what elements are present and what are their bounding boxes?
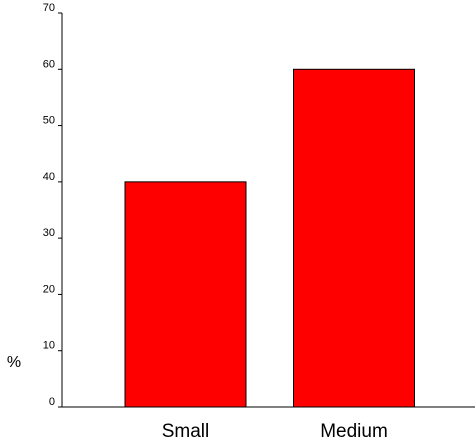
x-category-label: Small (162, 421, 210, 442)
y-tick-label: 50 (43, 115, 55, 127)
y-tick-label: 20 (43, 283, 55, 295)
y-tick-label: 70 (43, 2, 55, 14)
y-tick-label: 60 (43, 58, 55, 70)
y-axis-title: % (7, 354, 21, 371)
y-tick-label: 40 (43, 171, 55, 183)
bar-medium (293, 68, 415, 408)
y-tick-label: 30 (43, 227, 55, 239)
bars (124, 68, 415, 408)
x-axis-labels: Small Medium (162, 421, 388, 442)
x-category-label: Medium (320, 421, 388, 442)
y-tick-label: 0 (49, 396, 55, 408)
y-tick-label: 10 (43, 340, 55, 352)
y-axis-ticks: 0 10 20 30 40 50 60 70 (43, 2, 62, 408)
bar-small (124, 181, 247, 408)
